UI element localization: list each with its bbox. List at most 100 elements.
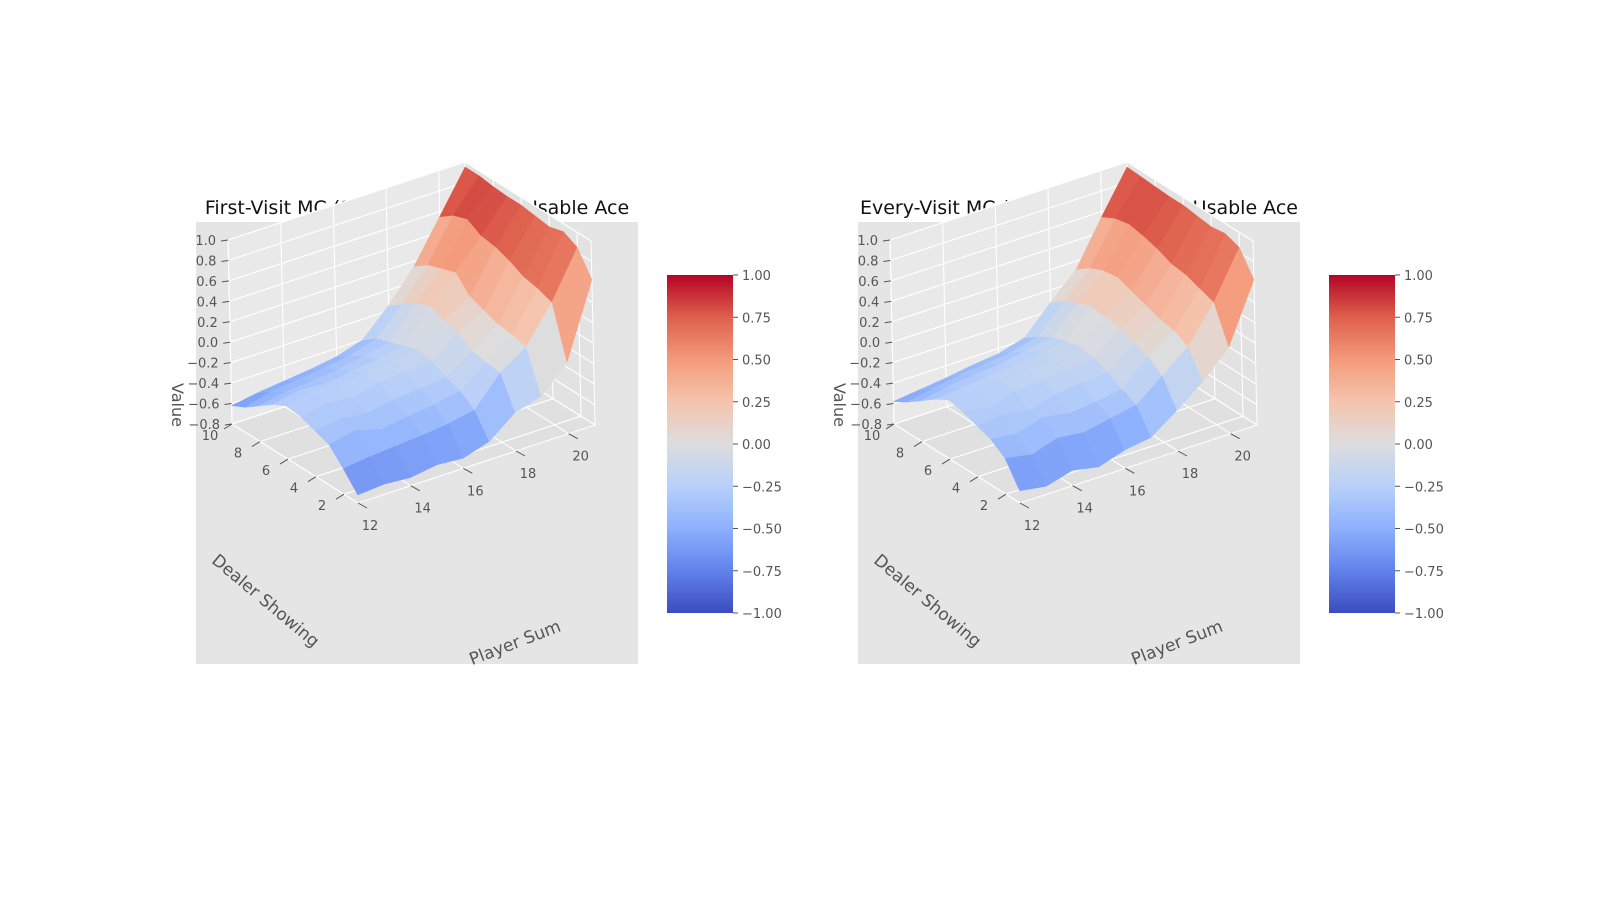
value-surface: [231, 166, 593, 496]
z-tick-mark: [223, 362, 231, 365]
z-tick-mark: [882, 239, 891, 242]
x-tick-label: 12: [362, 519, 379, 534]
y-tick-label: 8: [234, 447, 242, 462]
z-tick-mark: [220, 239, 229, 242]
z-tick-label: 0.0: [198, 336, 219, 351]
z-axis-label: Value: [168, 383, 187, 427]
y-tick-label: 6: [924, 464, 932, 479]
colorbar-tick-label: 0.50: [1404, 354, 1433, 369]
y-tick-label: 4: [290, 482, 298, 497]
colorbar-tick-label: −0.75: [742, 565, 782, 580]
y-tick-mark: [279, 458, 289, 465]
z-tick-mark: [886, 403, 894, 406]
colorbar-tick-label: 0.00: [1404, 438, 1433, 453]
y-tick-mark: [885, 423, 895, 430]
z-tick-label: −0.6: [850, 398, 882, 413]
z-tick-mark: [884, 300, 892, 303]
chart-panel-2: Every-Visit MC (10k episodes) - No Usabl…: [830, 161, 1444, 670]
z-tick-label: 0.4: [197, 295, 218, 310]
surface-patch: [551, 247, 593, 363]
z-tick-mark: [883, 280, 891, 283]
z-tick-mark: [221, 280, 229, 283]
x-tick-mark: [1019, 502, 1030, 509]
x-tick-label: 16: [467, 484, 484, 499]
z-tick-label: −0.8: [850, 418, 882, 433]
y-tick-label: 2: [318, 499, 326, 514]
x-tick-mark: [1177, 450, 1188, 457]
colorbar-tick-label: 0.00: [742, 438, 771, 453]
y-tick-mark: [941, 458, 951, 465]
y-tick-mark: [997, 493, 1007, 500]
z-tick-mark: [223, 341, 231, 344]
z-tick-mark: [222, 300, 230, 303]
y-tick-mark: [223, 423, 233, 430]
x-tick-mark: [1230, 433, 1240, 440]
z-tick-label: 0.4: [859, 295, 880, 310]
z-tick-mark: [222, 321, 230, 324]
y-tick-label: 2: [980, 499, 988, 514]
z-tick-label: 0.6: [858, 275, 879, 290]
x-tick-label: 20: [572, 450, 589, 465]
x-tick-mark: [463, 467, 473, 474]
colorbar-tick-label: 0.50: [742, 354, 771, 369]
z-tick-mark: [884, 321, 892, 324]
y-tick-mark: [251, 441, 261, 447]
colorbar-tick-label: −0.50: [742, 523, 782, 538]
value-surface: [893, 166, 1255, 492]
x-tick-mark: [410, 485, 420, 492]
colorbar-tick-label: 0.25: [742, 396, 771, 411]
grid-line-z: [227, 161, 592, 242]
x-tick-label: 16: [1129, 484, 1146, 499]
y-tick-label: 4: [952, 482, 960, 497]
axis-ticks: −0.8 −0.6 −0.4 −0.2 0.0 0.2 0.4 0.6 0.8 1.0 2 4 6 8 10…: [187, 234, 589, 534]
y-tick-mark: [913, 441, 923, 447]
y-tick-label: 8: [896, 447, 904, 462]
z-tick-mark: [221, 259, 229, 262]
z-tick-label: −0.2: [187, 357, 219, 372]
x-tick-label: 14: [414, 502, 431, 517]
z-tick-label: 0.2: [197, 316, 218, 331]
colorbar-tick-label: −0.25: [742, 480, 782, 495]
x-tick-label: 18: [520, 467, 537, 482]
x-tick-mark: [568, 433, 578, 440]
colorbar-gradient: [1329, 275, 1395, 613]
z-tick-mark: [885, 362, 893, 365]
colorbar-tick-label: 1.00: [1404, 269, 1433, 284]
colorbar-tick-label: 0.75: [742, 311, 771, 326]
x-tick-mark: [1072, 485, 1082, 492]
colorbar: 1.00 0.75 0.50 0.25 0.00 −0.25 −0.50 −0.75 −1.00: [667, 269, 782, 622]
z-tick-mark: [885, 341, 893, 344]
z-tick-label: 0.8: [196, 254, 217, 269]
x-tick-label: 12: [1024, 519, 1041, 534]
colorbar-tick-label: −1.00: [742, 607, 782, 622]
z-tick-label: 0.8: [858, 254, 879, 269]
z-tick-label: −0.6: [188, 398, 220, 413]
surface-patch: [1213, 247, 1255, 348]
grid-line-z: [889, 161, 1254, 242]
x-tick-label: 14: [1076, 502, 1093, 517]
z-tick-label: 1.0: [857, 234, 878, 249]
z-tick-mark: [224, 403, 232, 406]
colorbar: 1.00 0.75 0.50 0.25 0.00 −0.25 −0.50 −0.75 −1.00: [1329, 269, 1444, 622]
z-tick-label: −0.4: [850, 377, 882, 392]
z-tick-label: 0.2: [859, 316, 880, 331]
colorbar-gradient: [667, 275, 733, 613]
colorbar-tick-label: 1.00: [742, 269, 771, 284]
z-tick-label: −0.8: [188, 418, 220, 433]
z-tick-label: −0.2: [849, 357, 881, 372]
x-tick-mark: [357, 502, 368, 509]
y-tick-label: 10: [202, 429, 219, 444]
z-tick-mark: [883, 259, 891, 262]
y-tick-mark: [307, 476, 317, 483]
chart-panel-1: First-Visit MC (10k episodes) - No Usabl…: [168, 161, 782, 670]
z-tick-mark: [224, 382, 232, 385]
y-tick-label: 10: [864, 429, 881, 444]
colorbar-tick-label: 0.25: [1404, 396, 1433, 411]
y-tick-mark: [969, 476, 979, 483]
z-tick-label: −0.4: [188, 377, 220, 392]
colorbar-tick-label: 0.75: [1404, 311, 1433, 326]
z-tick-mark: [886, 382, 894, 385]
colorbar-tick-label: −0.25: [1404, 480, 1444, 495]
x-tick-label: 18: [1182, 467, 1199, 482]
